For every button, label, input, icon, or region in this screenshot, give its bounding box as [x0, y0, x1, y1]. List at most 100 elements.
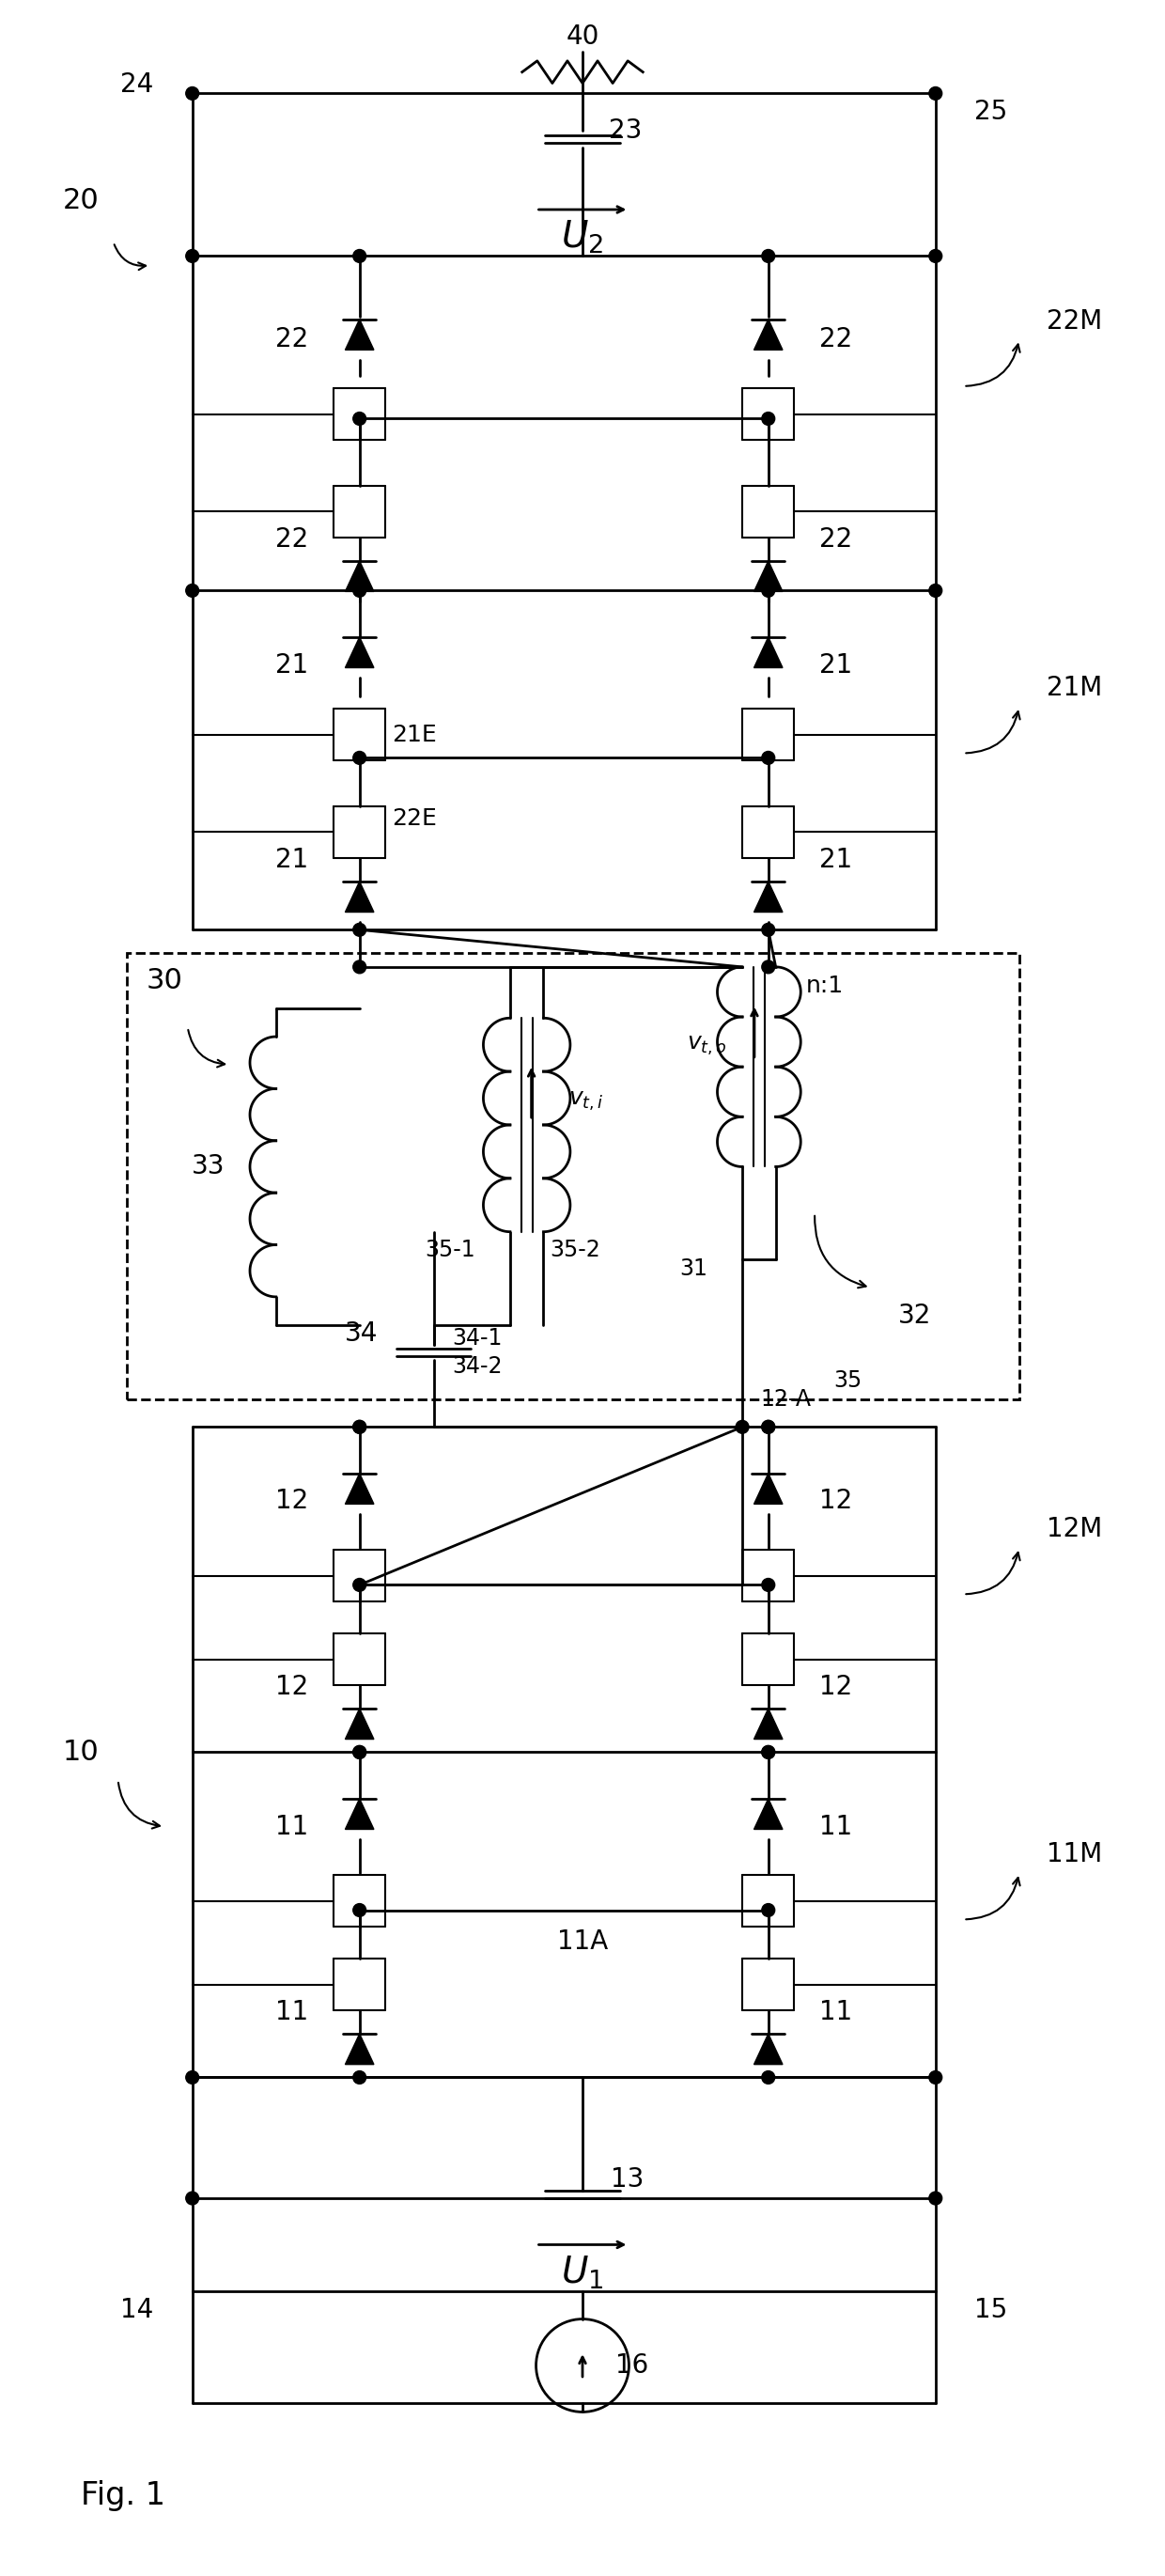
Circle shape — [353, 1419, 366, 1432]
Text: 22E: 22E — [393, 806, 437, 829]
Polygon shape — [754, 1708, 783, 1739]
Text: 11: 11 — [819, 1814, 853, 1839]
Circle shape — [353, 1747, 366, 1759]
Circle shape — [762, 1904, 775, 1917]
Circle shape — [353, 1747, 366, 1759]
Circle shape — [762, 2071, 775, 2084]
Text: 34-2: 34-2 — [452, 1355, 503, 1378]
Text: $U_1$: $U_1$ — [562, 2254, 603, 2290]
Text: 11: 11 — [275, 1814, 309, 1839]
Text: 21: 21 — [819, 848, 853, 873]
Circle shape — [762, 1747, 775, 1759]
Circle shape — [353, 1904, 366, 1917]
Circle shape — [762, 250, 775, 263]
Polygon shape — [754, 319, 783, 350]
Circle shape — [762, 1419, 775, 1432]
Circle shape — [186, 2192, 199, 2205]
Text: 21E: 21E — [393, 724, 437, 747]
Text: 34: 34 — [345, 1321, 379, 1347]
Text: 33: 33 — [191, 1154, 225, 1180]
Text: 15: 15 — [975, 2298, 1008, 2324]
Circle shape — [762, 1419, 775, 1432]
Text: 20: 20 — [63, 185, 99, 214]
Circle shape — [762, 922, 775, 935]
Text: 16: 16 — [615, 2352, 648, 2378]
Text: 21M: 21M — [1047, 675, 1102, 701]
Text: 11A: 11A — [557, 1929, 608, 1955]
Text: 40: 40 — [566, 23, 599, 49]
Text: $v_{t,o}$: $v_{t,o}$ — [686, 1036, 727, 1056]
Text: 12: 12 — [275, 1489, 309, 1515]
Circle shape — [353, 585, 366, 598]
Circle shape — [929, 250, 942, 263]
Circle shape — [353, 752, 366, 765]
Polygon shape — [345, 1798, 374, 1829]
Circle shape — [186, 2071, 199, 2084]
Circle shape — [353, 1579, 366, 1592]
Circle shape — [353, 1419, 366, 1432]
Polygon shape — [754, 1798, 783, 1829]
Text: 35-2: 35-2 — [550, 1239, 600, 1262]
Polygon shape — [345, 319, 374, 350]
Text: 22: 22 — [275, 327, 309, 353]
Text: 21: 21 — [275, 652, 309, 677]
Circle shape — [762, 1747, 775, 1759]
Text: 11: 11 — [275, 1999, 309, 2025]
Text: 11M: 11M — [1047, 1842, 1102, 1868]
Text: 12: 12 — [819, 1674, 853, 1700]
Text: 13: 13 — [610, 2166, 643, 2192]
Circle shape — [353, 250, 366, 263]
Polygon shape — [345, 562, 374, 592]
Text: Fig. 1: Fig. 1 — [80, 2481, 165, 2512]
Bar — [127, 953, 1019, 1399]
Polygon shape — [754, 2032, 783, 2063]
Text: 12-A: 12-A — [761, 1388, 812, 1409]
Text: $U_2$: $U_2$ — [562, 219, 603, 255]
Polygon shape — [345, 2032, 374, 2063]
Polygon shape — [754, 636, 783, 667]
Text: 23: 23 — [608, 118, 642, 144]
Circle shape — [186, 250, 199, 263]
Circle shape — [929, 2192, 942, 2205]
Circle shape — [736, 1419, 749, 1432]
Circle shape — [762, 412, 775, 425]
Circle shape — [929, 88, 942, 100]
Circle shape — [186, 88, 199, 100]
Text: 35: 35 — [833, 1370, 862, 1391]
Circle shape — [762, 752, 775, 765]
Circle shape — [353, 2071, 366, 2084]
Polygon shape — [754, 562, 783, 592]
Circle shape — [186, 585, 199, 598]
Text: 24: 24 — [120, 72, 153, 98]
Text: 12M: 12M — [1047, 1517, 1102, 1543]
Text: 22: 22 — [819, 327, 853, 353]
Circle shape — [353, 961, 366, 974]
Text: $v_{t,i}$: $v_{t,i}$ — [569, 1090, 603, 1113]
Text: 34-1: 34-1 — [452, 1327, 502, 1350]
Text: n:1: n:1 — [805, 974, 843, 997]
Text: 11: 11 — [819, 1999, 853, 2025]
Circle shape — [929, 2071, 942, 2084]
Text: 21: 21 — [819, 652, 853, 677]
Circle shape — [762, 961, 775, 974]
Circle shape — [762, 1579, 775, 1592]
Polygon shape — [754, 1473, 783, 1504]
Text: 12: 12 — [275, 1674, 309, 1700]
Text: 22M: 22M — [1047, 309, 1102, 335]
Text: 35-1: 35-1 — [425, 1239, 475, 1262]
Text: 14: 14 — [120, 2298, 153, 2324]
Text: 25: 25 — [975, 98, 1008, 126]
Text: 22: 22 — [275, 526, 309, 554]
Polygon shape — [345, 636, 374, 667]
Polygon shape — [345, 881, 374, 912]
Text: 32: 32 — [898, 1303, 932, 1329]
Polygon shape — [345, 1708, 374, 1739]
Circle shape — [353, 922, 366, 935]
Text: 22: 22 — [819, 526, 853, 554]
Circle shape — [353, 412, 366, 425]
Text: 30: 30 — [146, 966, 183, 994]
Text: 12: 12 — [819, 1489, 853, 1515]
Text: 10: 10 — [63, 1739, 99, 1765]
Text: 21: 21 — [275, 848, 309, 873]
Polygon shape — [345, 1473, 374, 1504]
